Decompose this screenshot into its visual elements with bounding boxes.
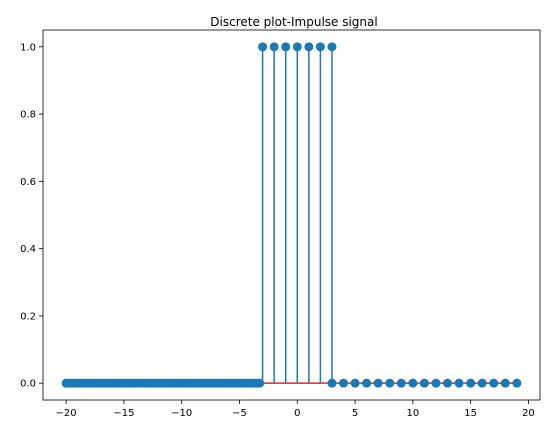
stem-marker xyxy=(339,378,349,388)
stem-marker xyxy=(258,42,268,52)
stem-marker xyxy=(396,378,406,388)
stem-marker xyxy=(292,42,302,52)
y-tick-label: 0.6 xyxy=(20,177,36,188)
stem-marker xyxy=(489,378,499,388)
y-tick-label: 0.4 xyxy=(20,244,36,255)
x-tick-label: 5 xyxy=(352,408,358,419)
x-tick-label: −15 xyxy=(113,408,134,419)
stem-marker xyxy=(512,378,522,388)
stem-marker xyxy=(255,378,265,388)
x-tick-label: −10 xyxy=(171,408,192,419)
stem-marker xyxy=(466,378,476,388)
x-tick-label: −5 xyxy=(232,408,247,419)
x-tick-label: 20 xyxy=(522,408,535,419)
stem-marker xyxy=(443,378,453,388)
stem-marker xyxy=(454,378,464,388)
stem-marker xyxy=(408,378,418,388)
x-tick-label: 15 xyxy=(464,408,477,419)
y-tick-label: 0.2 xyxy=(20,311,36,322)
stem-marker xyxy=(327,378,337,388)
stem-marker xyxy=(477,378,487,388)
y-tick-label: 0.8 xyxy=(20,110,36,121)
stem-marker xyxy=(373,378,383,388)
plot-layer xyxy=(61,42,522,388)
stem-marker xyxy=(304,42,314,52)
stem-marker xyxy=(350,378,360,388)
x-tick-label: 0 xyxy=(294,408,300,419)
chart-title: Discrete plot-Impulse signal xyxy=(210,15,377,29)
stem-marker xyxy=(419,378,429,388)
stem-marker xyxy=(500,378,510,388)
stem-marker xyxy=(281,42,291,52)
x-tick-label: 10 xyxy=(406,408,419,419)
plot-frame xyxy=(42,29,541,401)
stem-marker xyxy=(362,378,372,388)
stem-marker xyxy=(327,42,337,52)
axes-layer: −20 −15 −10 −5 0 5 10 15 20 0.0 0.2 0.4 0.6 0.8 1.0 xyxy=(20,42,535,419)
x-tick-label: −20 xyxy=(56,408,77,419)
stem-marker xyxy=(385,378,395,388)
y-tick-label: 1.0 xyxy=(20,42,36,53)
stem-marker xyxy=(431,378,441,388)
stem-marker xyxy=(269,42,279,52)
stem-marker xyxy=(315,42,325,52)
y-tick-label: 0.0 xyxy=(20,379,36,390)
